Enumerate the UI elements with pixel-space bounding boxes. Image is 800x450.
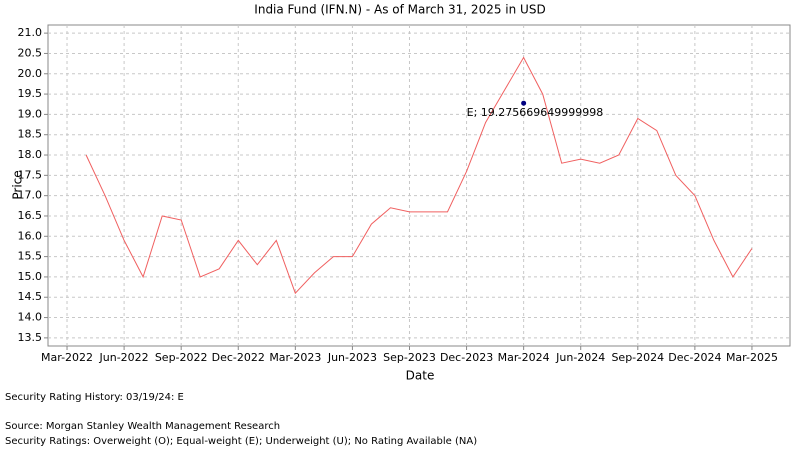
y-tick-label: 18.5 bbox=[18, 128, 43, 141]
note: Security Rating History: 03/19/24: E bbox=[5, 392, 184, 403]
x-tick-label: Sep-2024 bbox=[611, 351, 664, 364]
y-tick-label: 14.0 bbox=[18, 311, 43, 324]
x-tick-label: Dec-2024 bbox=[668, 351, 721, 364]
x-tick-label: Dec-2023 bbox=[440, 351, 493, 364]
x-tick-label: Mar-2025 bbox=[726, 351, 778, 364]
annotation-marker bbox=[521, 100, 527, 106]
x-axis-label: Date bbox=[406, 369, 435, 383]
y-tick-label: 20.5 bbox=[18, 46, 43, 59]
y-tick-label: 15.0 bbox=[18, 270, 43, 283]
chart-title: India Fund (IFN.N) - As of March 31, 202… bbox=[254, 3, 545, 17]
annotation-label: E; 19.275669649999998 bbox=[467, 106, 604, 119]
x-tick-label: Jun-2022 bbox=[99, 351, 149, 364]
note: Security Ratings: Overweight (O); Equal-… bbox=[5, 436, 477, 447]
y-tick-label: 19.5 bbox=[18, 87, 43, 100]
y-tick-label: 21.0 bbox=[18, 26, 43, 39]
y-tick-label: 19.0 bbox=[18, 107, 43, 120]
y-tick-label: 18.0 bbox=[18, 148, 43, 161]
y-tick-label: 13.5 bbox=[18, 331, 43, 344]
plot-area bbox=[47, 24, 791, 347]
price-line bbox=[85, 56, 753, 295]
y-tick-label: 16.5 bbox=[18, 209, 43, 222]
y-tick-label: 14.5 bbox=[18, 290, 43, 303]
x-tick-label: Mar-2024 bbox=[498, 351, 550, 364]
y-axis-label: Price bbox=[11, 170, 25, 199]
x-tick-label: Sep-2023 bbox=[383, 351, 436, 364]
x-tick-label: Sep-2022 bbox=[155, 351, 208, 364]
x-tick-label: Mar-2023 bbox=[269, 351, 321, 364]
y-tick-label: 17.5 bbox=[18, 168, 43, 181]
y-tick-label: 16.0 bbox=[18, 229, 43, 242]
y-tick-label: 20.0 bbox=[18, 67, 43, 80]
y-tick-label: 15.5 bbox=[18, 250, 43, 263]
x-tick-label: Jun-2024 bbox=[555, 351, 605, 364]
x-tick-label: Mar-2022 bbox=[41, 351, 93, 364]
x-tick-label: Dec-2022 bbox=[212, 351, 265, 364]
note: Source: Morgan Stanley Wealth Management… bbox=[5, 421, 280, 432]
x-tick-label: Jun-2023 bbox=[327, 351, 377, 364]
y-tick-label: 17.0 bbox=[18, 189, 43, 202]
